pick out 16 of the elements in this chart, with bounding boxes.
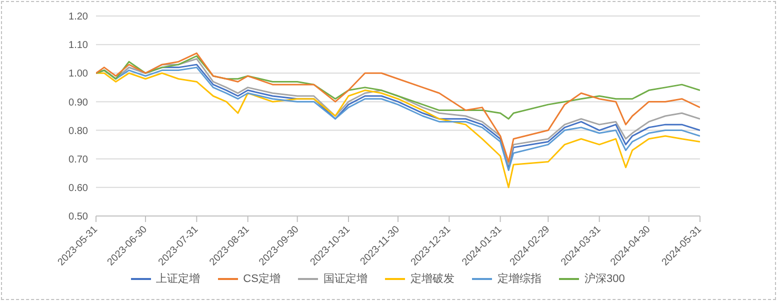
legend-label: 上证定增 [156, 272, 200, 286]
y-tick-label: 1.10 [68, 40, 88, 52]
y-tick-label: 0.90 [68, 97, 88, 108]
legend-label: 定增破发 [410, 272, 454, 286]
y-tick-label: 0.60 [68, 182, 88, 194]
y-tick-label: 1.20 [68, 12, 88, 23]
y-tick-label: 1.00 [68, 68, 88, 80]
y-tick-label: 0.70 [68, 154, 88, 166]
legend-label: CS定增 [243, 272, 280, 286]
y-tick-label: 0.80 [68, 126, 88, 137]
legend-label: 定增综指 [497, 272, 542, 286]
line-series [96, 72, 700, 188]
legend-label: 国证定增 [323, 272, 368, 286]
line-series [96, 55, 700, 120]
y-tick-label: 0.50 [68, 212, 88, 223]
legend-label: 沪深300 [584, 272, 625, 286]
